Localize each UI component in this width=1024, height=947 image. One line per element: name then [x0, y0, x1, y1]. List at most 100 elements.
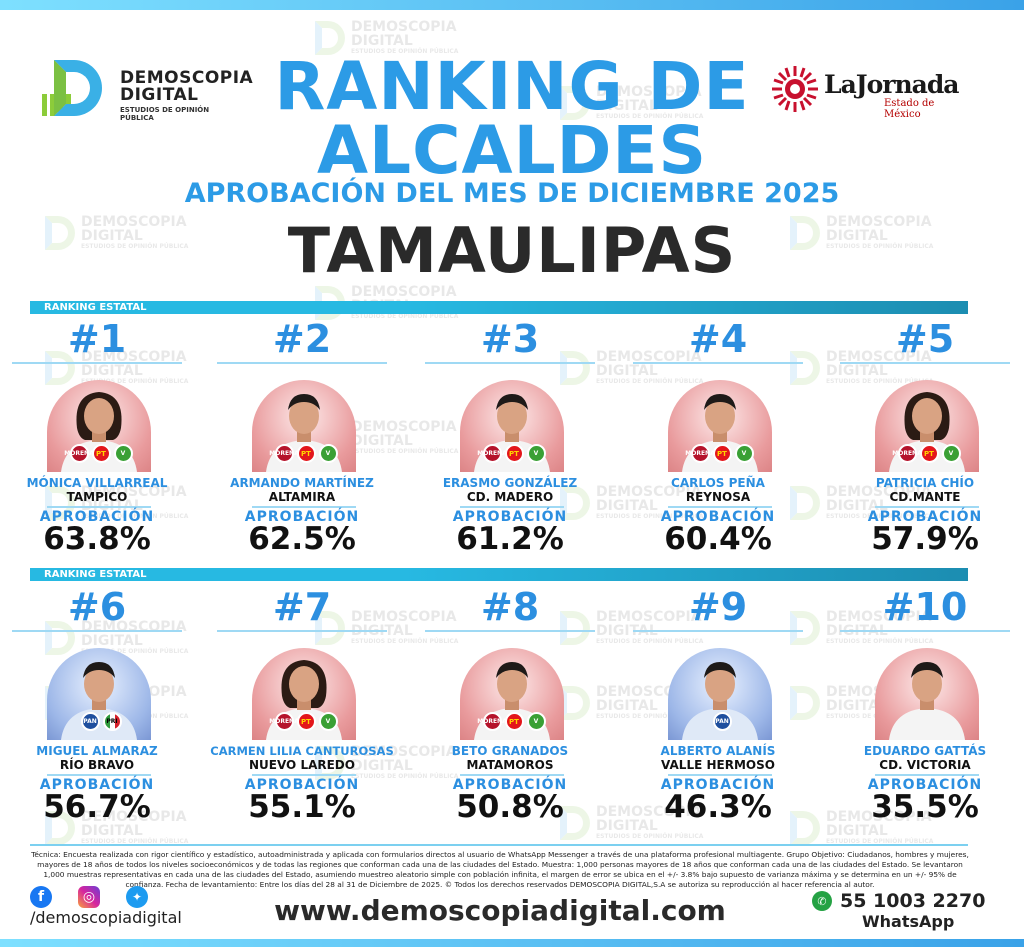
approval-label: APROBACIÓN: [39, 509, 155, 525]
brand-tagline: ESTUDIOS DE OPINIÓN PÚBLICA: [120, 106, 210, 122]
partner-sub: Estado de México: [884, 98, 935, 120]
party-badges: PAN: [682, 712, 762, 732]
approval-label: APROBACIÓN: [867, 509, 983, 525]
mayor-city: REYNOSA: [685, 490, 751, 504]
rank-underline: [12, 630, 182, 632]
mayor-card: #7 MORENA PT V CARMEN LILIA CANTUROSAS NUEVO …: [210, 586, 393, 824]
rank-number: #10: [882, 585, 968, 629]
mayor-card: #8 MORENA PT V BETO GRANADOS MATAMOROS APROBAC…: [425, 585, 595, 824]
rank-number: #3: [480, 317, 540, 361]
approval-value: 56.7%: [43, 789, 151, 825]
whatsapp-label: WhatsApp: [862, 912, 955, 931]
mayor-photo: MORENA PT V: [875, 380, 979, 472]
city-underline: [47, 506, 151, 508]
mayor-city: CD. MADERO: [466, 490, 554, 504]
ranking-bar-label: RANKING ESTATAL: [44, 569, 147, 580]
party-pt-icon: PT: [91, 444, 111, 463]
approval-label: APROBACIÓN: [660, 509, 776, 525]
mayor-name: CARMEN LILIA CANTUROSAS: [210, 744, 394, 758]
mayor-name: MIGUEL ALMARAZ: [36, 744, 158, 758]
party-badges: MORENA PT V: [474, 444, 554, 464]
methodology-note: Técnica: Encuesta realizada con rigor ci…: [31, 850, 969, 889]
party-badges: MORENA PT V: [474, 712, 554, 732]
mayor-name: EDUARDO GATTÁS: [863, 744, 987, 758]
party-verde-icon: V: [318, 712, 338, 731]
city-underline: [252, 774, 356, 776]
mayor-city: TAMPICO: [66, 490, 128, 504]
party-badges: MORENA PT V: [266, 444, 346, 464]
party-verde-icon: V: [526, 712, 546, 731]
party-morena-icon: MORENA: [64, 444, 94, 463]
mayor-city: MATAMOROS: [466, 758, 554, 772]
city-underline: [460, 506, 564, 508]
mayor-photo: MORENA PT V: [252, 648, 356, 740]
approval-value: 61.2%: [456, 521, 564, 557]
mayor-card: #10 EDUARDO GATTÁS CD. VICTORIA APROBACIÓN 3…: [840, 585, 1010, 824]
party-morena-icon: MORENA: [685, 444, 715, 463]
website-url[interactable]: www.demoscopiadigital.com: [274, 894, 726, 927]
phone-number[interactable]: 55 1003 2270: [840, 890, 986, 912]
mayor-card: #1 MORENA PT V MÓNICA VILLARREAL TAMPICO APROB…: [12, 317, 182, 556]
mayor-city: ALTAMIRA: [268, 490, 336, 504]
party-morena-icon: MORENA: [477, 444, 507, 463]
title-line1: RANKING DE: [274, 48, 750, 125]
approval-label: APROBACIÓN: [244, 777, 360, 793]
title-line2: ALCALDES: [316, 112, 708, 189]
party-badges: MORENA PT V: [266, 712, 346, 732]
approval-value: 57.9%: [871, 521, 979, 557]
rank-underline: [633, 630, 803, 632]
party-verde-icon: V: [941, 444, 961, 463]
ranking-bar-2: RANKING ESTATAL: [30, 568, 968, 581]
mayor-photo: MORENA PT V: [460, 380, 564, 472]
party-pt-icon: PT: [712, 444, 732, 463]
approval-label: APROBACIÓN: [867, 777, 983, 793]
facebook-icon[interactable]: f: [30, 886, 52, 908]
rank-number: #1: [67, 317, 127, 361]
party-morena-icon: MORENA: [269, 444, 299, 463]
rank-number: #9: [688, 585, 748, 629]
portrait-icon: [889, 662, 965, 740]
mayor-photo: PAN: [668, 648, 772, 740]
approval-label: APROBACIÓN: [244, 509, 360, 525]
subtitle: APROBACIÓN DEL MES DE DICIEMBRE 2025: [184, 178, 840, 209]
brand-line1: DEMOSCOPIA: [120, 68, 254, 88]
rank-underline: [425, 362, 595, 364]
mayor-photo: MORENA PT V: [460, 648, 564, 740]
approval-value: 60.4%: [664, 521, 772, 557]
party-badges: MORENA PT V: [889, 444, 969, 464]
city-underline: [668, 506, 772, 508]
mayor-name: MÓNICA VILLARREAL: [26, 476, 168, 490]
party-verde-icon: V: [526, 444, 546, 463]
party-morena-icon: MORENA: [892, 444, 922, 463]
party-morena-icon: MORENA: [477, 712, 507, 731]
mayor-card: #4 MORENA PT V CARLOS PEÑA REYNOSA APROBACIÓN 6…: [633, 317, 803, 556]
top-accent-bar: [0, 0, 1024, 10]
la-jornada-logo: LaJornada Estado de México: [770, 64, 970, 120]
rank-number: #8: [480, 585, 540, 629]
mayor-name: PATRICIA CHÍO: [875, 476, 975, 490]
rank-underline: [12, 362, 182, 364]
rank-number: #5: [895, 317, 955, 361]
rank-number: #6: [67, 585, 127, 629]
rank-number: #4: [688, 317, 748, 361]
rank-underline: [633, 362, 803, 364]
city-underline: [47, 774, 151, 776]
twitter-icon[interactable]: ✦: [126, 886, 148, 908]
rank-underline: [217, 630, 387, 632]
party-badges: MORENA PT V: [61, 444, 141, 464]
approval-value: 55.1%: [248, 789, 356, 825]
footer-divider: [30, 844, 968, 846]
mayor-photo: MORENA PT V: [252, 380, 356, 472]
party-pt-icon: PT: [296, 444, 316, 463]
mayor-photo: MORENA PT V: [47, 380, 151, 472]
brand-line2: DIGITAL: [120, 85, 199, 105]
social-icons: f ◎ ✦: [30, 886, 148, 908]
rank-underline: [217, 362, 387, 364]
mayor-photo: PAN PRI: [47, 648, 151, 740]
mayor-card: #3 MORENA PT V ERASMO GONZÁLEZ CD. MADERO APRO…: [425, 317, 595, 556]
mayor-city: NUEVO LAREDO: [249, 758, 355, 772]
instagram-icon[interactable]: ◎: [78, 886, 100, 908]
mayor-photo: MORENA PT V: [668, 380, 772, 472]
city-underline: [668, 774, 772, 776]
rank-underline: [840, 362, 1010, 364]
